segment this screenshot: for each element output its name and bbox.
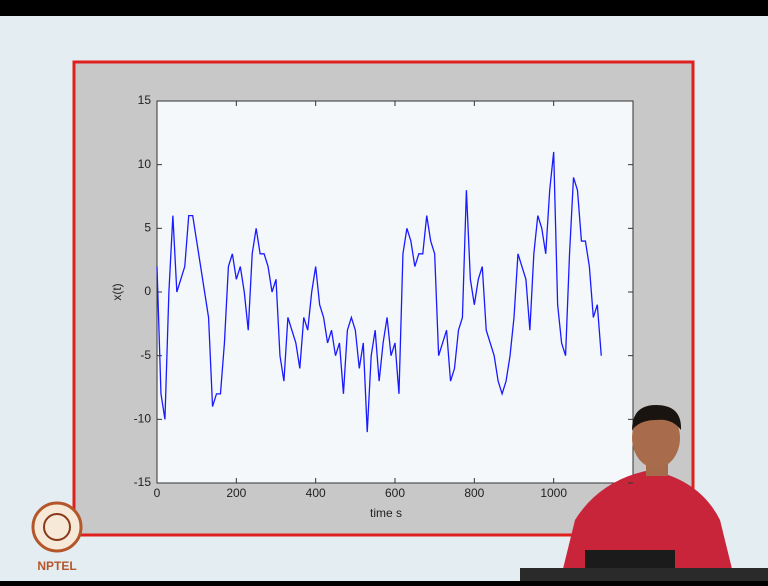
y-tick-label: -5 xyxy=(140,348,151,362)
y-tick-label: -10 xyxy=(134,412,152,426)
plot-area xyxy=(157,101,633,483)
x-tick-label: 600 xyxy=(385,486,405,500)
x-tick-label: 200 xyxy=(226,486,246,500)
y-axis-label: x(t) xyxy=(110,283,124,300)
logo: NPTEL xyxy=(33,503,81,573)
y-tick-label: 5 xyxy=(144,221,151,235)
x-tick-label: 400 xyxy=(306,486,326,500)
x-axis-label: time s xyxy=(370,506,402,520)
desk xyxy=(520,568,768,581)
logo-text: NPTEL xyxy=(37,559,76,573)
y-tick-label: 10 xyxy=(138,157,152,171)
y-tick-label: 15 xyxy=(138,93,152,107)
y-tick-label: 0 xyxy=(144,284,151,298)
x-tick-label: 800 xyxy=(464,486,484,500)
logo-emblem xyxy=(33,503,81,551)
page: time s x(t) NPTEL -15 -10 -5 0 5 10 15 0 200 400 6… xyxy=(0,0,768,581)
x-tick-label: 0 xyxy=(154,486,161,500)
y-tick-label: -15 xyxy=(134,475,152,489)
lecture-frame: time s x(t) NPTEL -15 -10 -5 0 5 10 15 0 200 400 6… xyxy=(0,0,768,581)
x-tick-label: 1000 xyxy=(540,486,567,500)
